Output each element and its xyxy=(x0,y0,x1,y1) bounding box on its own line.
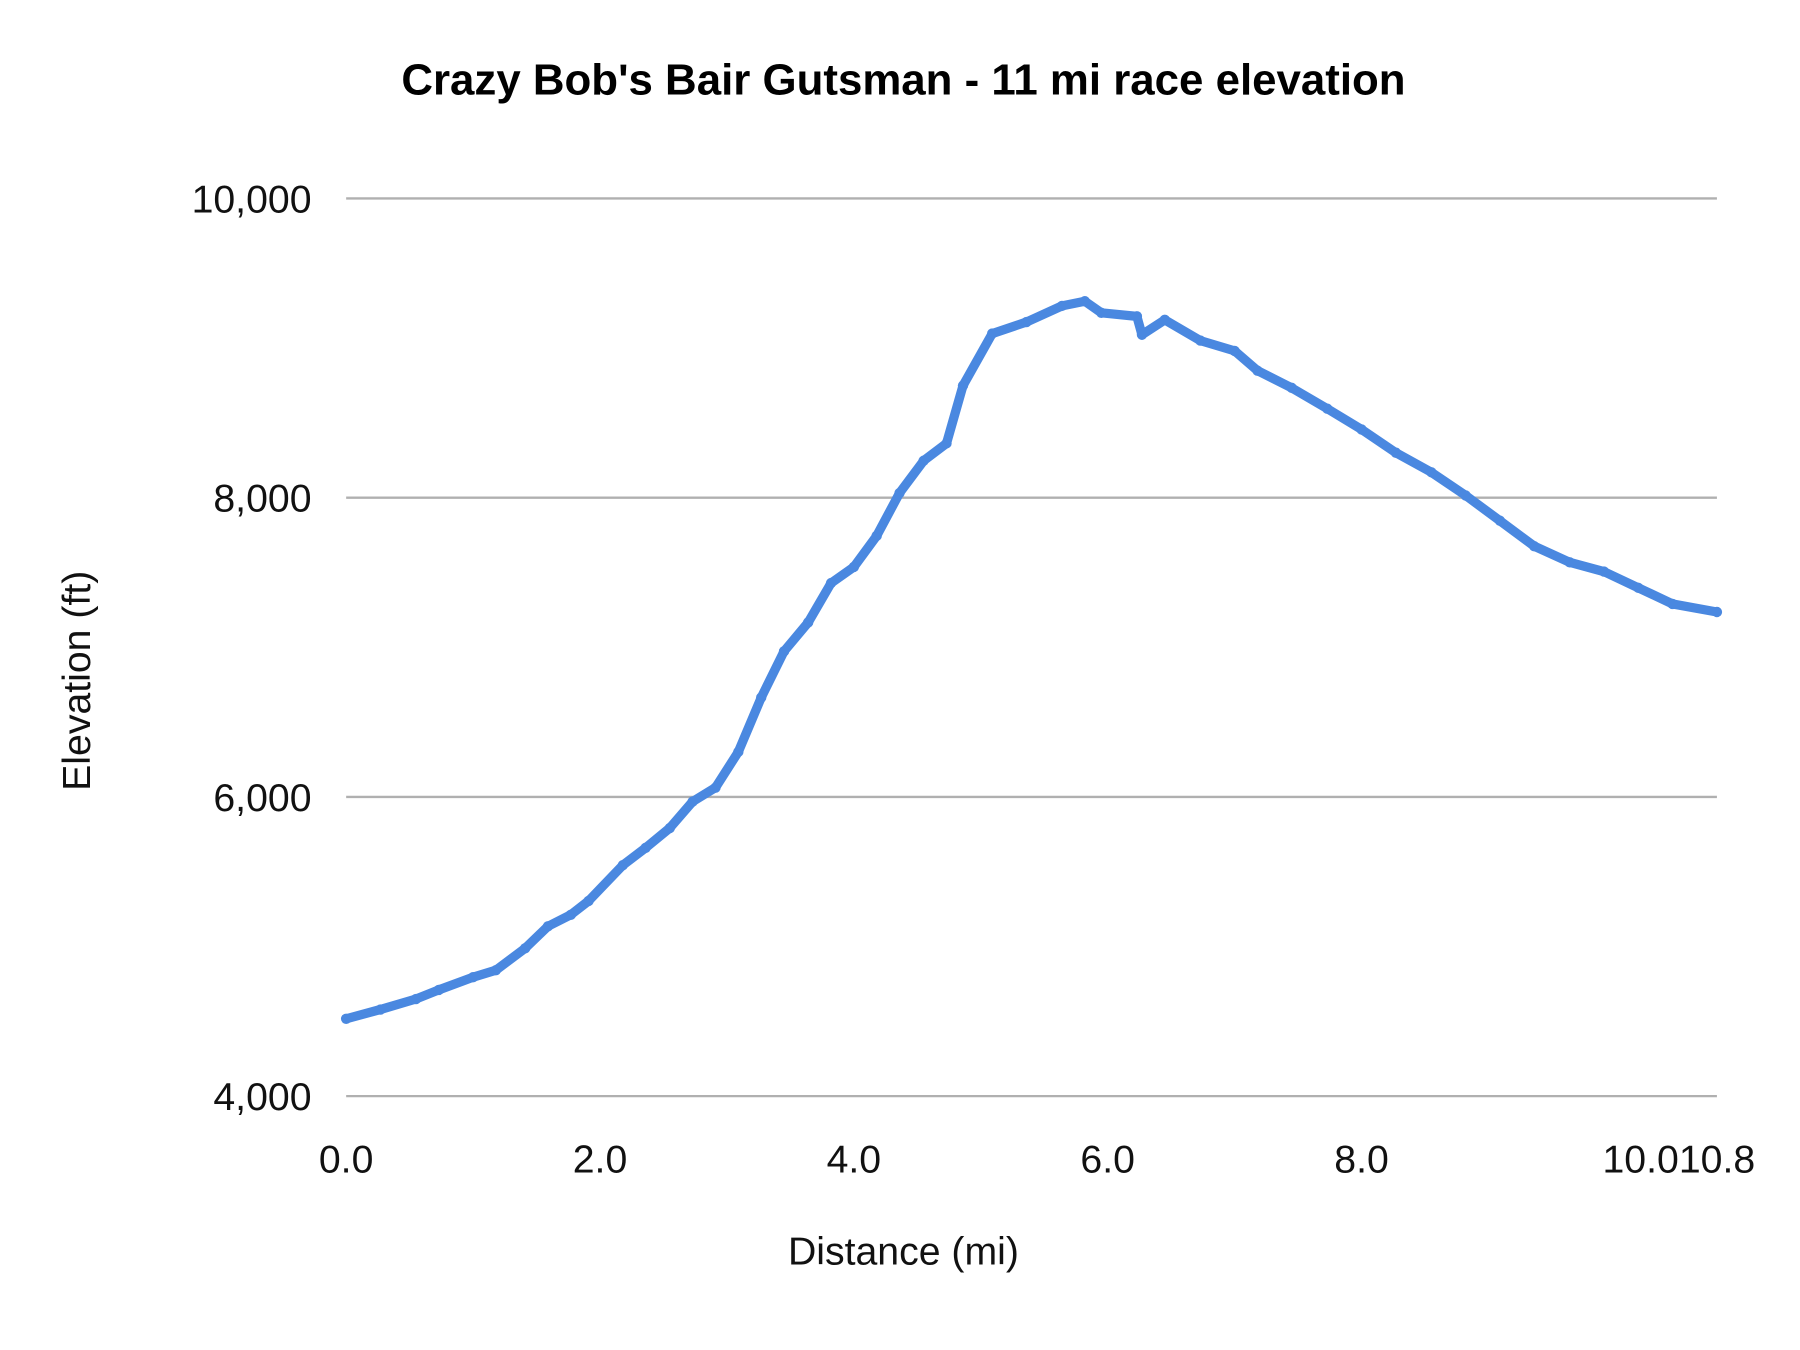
data-point xyxy=(1711,606,1723,618)
data-point xyxy=(1229,345,1240,357)
data-point xyxy=(375,1004,386,1015)
data-point xyxy=(1286,382,1297,394)
data-point xyxy=(1079,296,1091,307)
data-point xyxy=(778,646,790,657)
data-point xyxy=(1131,311,1143,322)
x-tick-label: 0.0 xyxy=(319,1137,374,1181)
elevation-series-line xyxy=(341,296,1722,1024)
data-point xyxy=(1021,316,1032,328)
y-tick-label: 10,000 xyxy=(192,177,312,221)
x-tick-label: 10.0 xyxy=(1603,1137,1679,1181)
data-point xyxy=(617,859,629,871)
data-point xyxy=(1667,598,1678,610)
data-point xyxy=(1528,540,1540,552)
x-tick-label: 4.0 xyxy=(827,1137,882,1181)
data-point xyxy=(1564,557,1575,568)
data-point xyxy=(467,972,479,983)
data-point xyxy=(756,692,767,703)
data-point xyxy=(1598,566,1610,577)
y-axis-ticks: 4,000 6,000 8,000 10,000 xyxy=(192,177,312,1119)
data-point xyxy=(825,577,837,589)
data-point xyxy=(433,984,444,996)
data-point xyxy=(894,487,905,499)
data-point xyxy=(957,380,969,391)
data-point xyxy=(1096,307,1107,318)
x-tick-label: 2.0 xyxy=(573,1137,628,1181)
data-point xyxy=(918,455,929,466)
data-point xyxy=(802,617,814,628)
data-point xyxy=(848,561,860,573)
data-point xyxy=(583,895,594,907)
data-point xyxy=(871,530,882,542)
x-tick-label: 6.0 xyxy=(1080,1137,1135,1181)
data-point xyxy=(687,796,698,807)
data-point xyxy=(1195,335,1206,346)
data-point xyxy=(490,964,502,976)
data-point xyxy=(542,921,554,932)
data-point xyxy=(1460,490,1471,501)
data-point xyxy=(941,438,952,449)
data-point xyxy=(1356,424,1367,435)
chart-title: Crazy Bob's Bair Gutsman - 11 mi race el… xyxy=(401,56,1405,105)
data-point xyxy=(1136,329,1148,340)
data-point xyxy=(987,328,998,339)
data-point xyxy=(1159,314,1170,325)
data-point xyxy=(1056,300,1068,312)
data-point xyxy=(733,746,744,758)
y-tick-label: 8,000 xyxy=(213,477,311,521)
x-axis-ticks: 0.0 2.0 4.0 6.0 8.0 10.0 10.8 xyxy=(319,1137,1755,1181)
data-point xyxy=(1252,365,1263,376)
gridlines xyxy=(346,197,1717,1098)
data-point xyxy=(565,909,576,921)
data-point xyxy=(1426,467,1437,478)
data-point xyxy=(1322,403,1333,414)
data-point xyxy=(1494,515,1506,526)
x-tick-label: 10.8 xyxy=(1679,1137,1755,1181)
data-point xyxy=(410,993,422,1005)
y-tick-label: 6,000 xyxy=(213,776,311,820)
data-point xyxy=(1633,582,1644,593)
x-tick-label: 8.0 xyxy=(1334,1137,1389,1181)
data-point xyxy=(640,842,651,853)
data-point xyxy=(664,822,675,834)
y-tick-label: 4,000 xyxy=(213,1075,311,1119)
data-point xyxy=(1390,447,1401,458)
y-axis-label: Elevation (ft) xyxy=(55,571,99,791)
data-point xyxy=(519,943,531,954)
data-point xyxy=(340,1013,352,1024)
elevation-series-points xyxy=(340,296,1723,1024)
x-axis-label: Distance (mi) xyxy=(788,1230,1019,1274)
data-point xyxy=(710,782,721,793)
